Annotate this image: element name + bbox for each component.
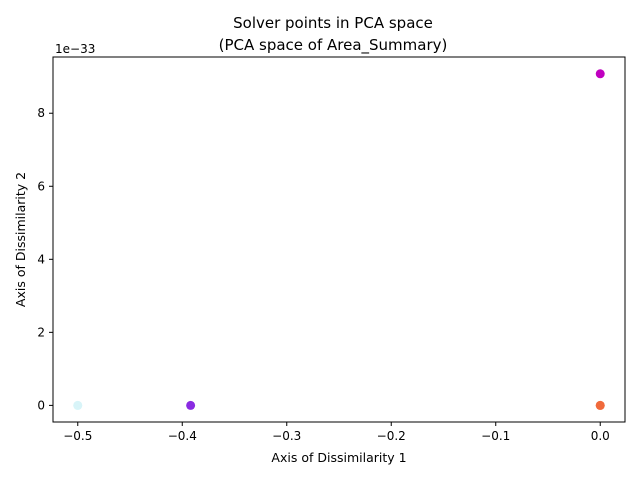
x-tick-label: 0.0	[591, 429, 610, 443]
chart-title-line-1: Solver points in PCA space	[233, 14, 433, 32]
y-offset-label: 1e−33	[55, 42, 95, 56]
scatter-point	[186, 400, 196, 410]
chart-title-line-2: (PCA space of Area_Summary)	[219, 36, 448, 55]
y-tick-label: 8	[37, 106, 45, 120]
x-axis-label: Axis of Dissimilarity 1	[271, 450, 406, 465]
scatter-point	[73, 400, 83, 410]
scatter-point	[595, 69, 605, 79]
x-tick-label: −0.4	[168, 429, 197, 443]
x-tick-label: −0.3	[272, 429, 301, 443]
x-tick-label: −0.5	[63, 429, 92, 443]
y-tick-label: 4	[37, 252, 45, 266]
axes-frame	[52, 56, 626, 423]
x-tick-label: −0.1	[481, 429, 510, 443]
x-tick-label: −0.2	[377, 429, 406, 443]
y-axis-label: Axis of Dissimilarity 2	[13, 172, 28, 307]
y-tick-label: 6	[37, 179, 45, 193]
y-tick-label: 0	[37, 398, 45, 412]
scatter-point	[595, 400, 605, 410]
plot-area: −0.5 −0.4 −0.3 −0.2 −0.1 0.0 0 2 4 6 8	[37, 69, 610, 443]
y-tick-label: 2	[37, 325, 45, 339]
